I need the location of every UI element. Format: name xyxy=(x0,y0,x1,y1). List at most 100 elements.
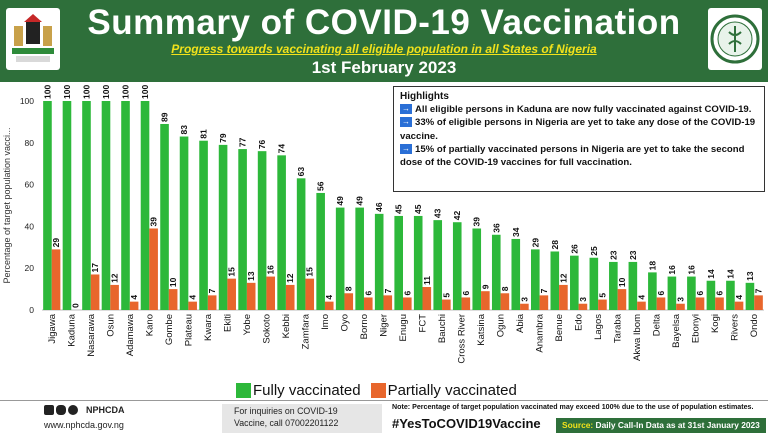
x-tick-label: Zamfara xyxy=(300,313,311,349)
bar-fully-vaccinated xyxy=(374,213,384,310)
legend-item-fully: Fully vaccinated xyxy=(236,382,361,399)
x-tick-label: Benue xyxy=(554,314,565,341)
x-tick-label: Plateau xyxy=(183,314,194,346)
bar-partially-vaccinated xyxy=(149,228,158,310)
twitter-icon[interactable] xyxy=(68,405,78,415)
bar-partially-vaccinated xyxy=(559,284,568,310)
x-tick-label: Anambra xyxy=(535,313,546,352)
data-label-fully: 13 xyxy=(745,271,755,281)
highlights-title: Highlights xyxy=(400,91,449,102)
data-label-partially: 3 xyxy=(519,297,529,302)
x-tick-label: Kano xyxy=(144,314,155,336)
y-tick-label: 60 xyxy=(25,180,35,190)
x-tick-label: FCT xyxy=(418,314,429,333)
hashtag: #YesToCOVID19Vaccine xyxy=(392,416,541,431)
x-tick-label: Ondo xyxy=(749,314,760,337)
footer: NPHCDA www.nphcda.gov.ng For inquiries o… xyxy=(0,400,768,434)
bar-fully-vaccinated xyxy=(550,251,560,310)
footnote: Note: Percentage of target population va… xyxy=(392,403,754,411)
data-label-fully: 34 xyxy=(511,227,521,237)
highlight-item: → All eligible persons in Kaduna are now … xyxy=(400,103,758,116)
facebook-icon[interactable] xyxy=(44,405,54,415)
data-label-fully: 56 xyxy=(316,181,326,191)
data-label-partially: 4 xyxy=(129,295,139,300)
coat-of-arms-logo xyxy=(6,8,60,70)
bar-partially-vaccinated xyxy=(715,297,724,310)
x-tick-label: Yobe xyxy=(242,314,253,335)
source-text: Daily Call-In Data as at 31st January 20… xyxy=(595,420,760,430)
x-tick-label: Ekiti xyxy=(222,314,233,332)
data-label-fully: 46 xyxy=(374,202,384,212)
highlight-item: → 15% of partially vaccinated persons in … xyxy=(400,143,758,169)
bar-partially-vaccinated xyxy=(442,299,451,310)
data-label-fully: 74 xyxy=(277,144,287,154)
header-banner: Summary of COVID-19 Vaccination Progress… xyxy=(0,0,768,82)
data-label-fully: 14 xyxy=(706,269,716,279)
data-label-partially: 8 xyxy=(500,286,510,291)
bar-fully-vaccinated xyxy=(62,101,72,310)
website-link[interactable]: www.nphcda.gov.ng xyxy=(44,420,124,430)
data-label-fully: 43 xyxy=(433,208,443,218)
y-tick-label: 100 xyxy=(20,96,34,106)
x-tick-label: Cross River xyxy=(457,314,468,364)
legend-swatch-fully xyxy=(236,382,251,398)
bar-fully-vaccinated xyxy=(355,207,364,310)
data-label-partially: 6 xyxy=(363,290,373,295)
data-label-fully: 81 xyxy=(199,129,209,139)
bar-partially-vaccinated xyxy=(734,301,744,310)
data-label-partially: 5 xyxy=(441,293,451,298)
data-label-fully: 18 xyxy=(647,261,657,271)
bar-fully-vaccinated xyxy=(609,261,618,310)
highlight-text: 15% of partially vaccinated persons in N… xyxy=(400,143,745,169)
data-label-partially: 15 xyxy=(227,267,237,277)
bar-partially-vaccinated xyxy=(656,297,666,310)
bar-partially-vaccinated xyxy=(539,295,549,310)
bar-fully-vaccinated xyxy=(667,276,677,310)
bar-fully-vaccinated xyxy=(238,149,247,310)
x-tick-label: Gombe xyxy=(164,314,175,345)
highlight-text: 33% of eligible persons in Nigeria are y… xyxy=(400,117,756,142)
data-label-fully: 14 xyxy=(725,269,735,279)
x-tick-label: Bauchi xyxy=(437,314,448,343)
arrow-right-icon: → xyxy=(400,117,412,128)
data-label-partially: 10 xyxy=(617,277,627,287)
bar-fully-vaccinated xyxy=(472,228,482,310)
x-tick-label: Ebonyi xyxy=(691,314,702,343)
data-label-partially: 4 xyxy=(734,295,744,300)
data-label-partially: 9 xyxy=(480,284,490,289)
x-tick-label: Ogun xyxy=(496,314,507,337)
data-label-fully: 42 xyxy=(452,210,462,220)
y-tick-label: 20 xyxy=(25,263,35,273)
y-tick-label: 40 xyxy=(25,221,35,231)
vaccination-bar-chart: Percentage of target population vacci...… xyxy=(2,85,764,364)
x-tick-label: Katsina xyxy=(476,313,487,345)
instagram-icon[interactable] xyxy=(56,405,66,415)
data-label-partially: 15 xyxy=(305,267,315,277)
x-tick-label: Oyo xyxy=(339,314,350,331)
data-label-partially: 7 xyxy=(383,288,393,293)
data-label-fully: 29 xyxy=(530,238,540,248)
bar-partially-vaccinated xyxy=(403,297,412,310)
data-label-partially: 7 xyxy=(539,288,549,293)
bar-fully-vaccinated xyxy=(491,234,501,310)
data-label-partially: 8 xyxy=(344,286,354,291)
data-label-partially: 0 xyxy=(71,303,81,308)
data-label-fully: 100 xyxy=(62,85,72,99)
bar-fully-vaccinated xyxy=(530,249,540,310)
bar-partially-vaccinated xyxy=(168,289,178,310)
legend-label-fully: Fully vaccinated xyxy=(253,381,361,399)
data-label-fully: 39 xyxy=(472,217,482,227)
bar-partially-vaccinated xyxy=(227,278,236,310)
bar-fully-vaccinated xyxy=(745,282,755,310)
bar-partially-vaccinated xyxy=(383,295,393,310)
data-label-partially: 4 xyxy=(636,295,646,300)
data-label-partially: 12 xyxy=(558,273,568,283)
x-tick-label: Osun xyxy=(105,314,116,337)
bar-partially-vaccinated xyxy=(344,293,354,310)
x-tick-label: Jigawa xyxy=(47,313,58,343)
data-label-fully: 26 xyxy=(569,244,579,254)
bar-fully-vaccinated xyxy=(589,257,599,310)
bar-fully-vaccinated xyxy=(628,261,638,310)
data-label-partially: 6 xyxy=(715,290,725,295)
data-label-partially: 4 xyxy=(188,295,198,300)
